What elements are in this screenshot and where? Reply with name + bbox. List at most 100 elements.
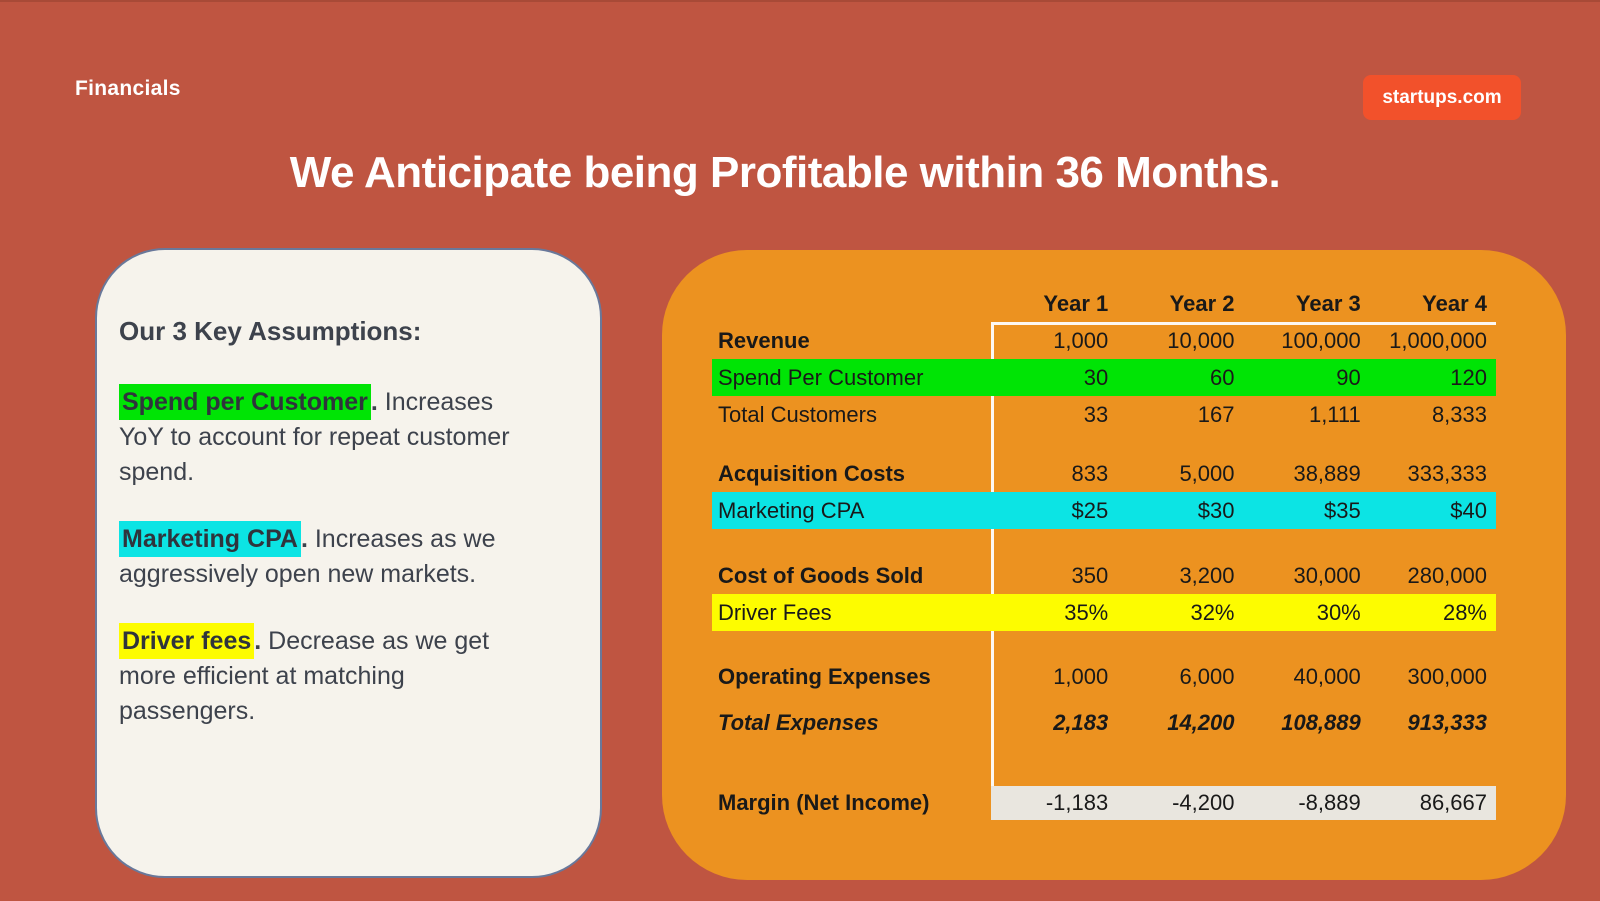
assumption-item: Marketing CPA. Increases as we aggressiv…	[119, 521, 513, 592]
cell-value: 40,000	[1293, 663, 1361, 689]
table-row: Marketing CPA $25 $30 $35 $40	[712, 492, 1496, 529]
cell-value: 5,000	[1179, 460, 1235, 486]
cell-value: 2,183	[1053, 709, 1109, 735]
cell-value: 913,333	[1407, 709, 1487, 735]
cell-value: 3,200	[1179, 562, 1235, 588]
cell-value: $40	[1450, 497, 1487, 523]
cell-value: 8,333	[1431, 401, 1487, 427]
cell-value: $25	[1071, 497, 1109, 523]
row-values: 35% 32% 30% 28%	[991, 594, 1496, 631]
cell-value: 100,000	[1281, 327, 1361, 353]
row-values: 2,183 14,200 108,889 913,333	[991, 704, 1496, 741]
cell-value: 10,000	[1167, 327, 1235, 353]
table-row-spacer	[712, 529, 1496, 557]
cell-value: 60	[1210, 364, 1235, 390]
assumption-item: Driver fees. Decrease as we get more eff…	[119, 623, 513, 729]
cell-value: 1,111	[1308, 401, 1361, 427]
cell-value: 167	[1197, 401, 1235, 427]
table-row: Acquisition Costs 833 5,000 38,889 333,333	[712, 455, 1496, 492]
cell-value: 120	[1450, 364, 1487, 390]
row-label: Revenue	[718, 327, 810, 353]
brand-badge-button[interactable]: startups.com	[1363, 75, 1521, 120]
table-row-spacer	[712, 433, 1496, 455]
table-row: Revenue 1,000 10,000 100,000 1,000,000	[712, 322, 1496, 359]
cell-value: 30	[1083, 364, 1109, 390]
row-values: $25 $30 $35 $40	[991, 492, 1496, 529]
row-values: 33 167 1,111 8,333	[991, 396, 1496, 433]
table-header-row: Year 1 Year 2 Year 3 Year 4	[712, 286, 1496, 322]
cell-value: -1,183	[1045, 790, 1109, 815]
assumption-punct: .	[370, 388, 378, 416]
table-header-columns: Year 1 Year 2 Year 3 Year 4	[991, 286, 1496, 322]
table-row: Driver Fees 35% 32% 30% 28%	[712, 594, 1496, 631]
table-row: Total Customers 33 167 1,111 8,333	[712, 396, 1496, 433]
assumption-desc: Decrease as we get more efficient at mat…	[119, 627, 490, 725]
table-row: Total Expenses 2,183 14,200 108,889 913,333	[712, 704, 1496, 741]
assumptions-list: Spend per Customer. Increases YoY to acc…	[119, 384, 574, 729]
cell-value: 28%	[1442, 599, 1487, 625]
row-label: Operating Expenses	[718, 663, 931, 689]
cell-value: 14,200	[1167, 709, 1235, 735]
row-label: Acquisition Costs	[718, 460, 906, 486]
assumption-term-highlight: Driver fees	[119, 623, 255, 659]
table-row: Operating Expenses 1,000 6,000 40,000 300,00…	[712, 658, 1496, 695]
cell-value: 38,889	[1293, 460, 1361, 486]
assumption-term-highlight: Spend per Customer	[119, 384, 371, 420]
row-values: 833 5,000 38,889 333,333	[991, 455, 1496, 492]
assumption-item: Spend per Customer. Increases YoY to acc…	[119, 384, 513, 490]
row-values: 1,000 6,000 40,000 300,000	[991, 658, 1496, 695]
table-row-spacer	[712, 741, 1496, 786]
cell-value: 35%	[1064, 599, 1109, 625]
year-column-header: Year 4	[1422, 291, 1487, 316]
cell-value: 33	[1083, 401, 1109, 427]
financial-table-card: Year 1 Year 2 Year 3 Year 4 Revenue 1,000 10,0…	[662, 250, 1566, 880]
cell-value: 333,333	[1407, 460, 1487, 486]
table-header-divider	[991, 322, 1496, 325]
table-row-spacer	[712, 631, 1496, 658]
top-accent-line	[0, 0, 1600, 2]
row-values: 1,000 10,000 100,000 1,000,000	[991, 322, 1496, 359]
financial-table: Year 1 Year 2 Year 3 Year 4 Revenue 1,000 10,0…	[712, 286, 1496, 820]
table-row: Cost of Goods Sold 350 3,200 30,000 280,000	[712, 557, 1496, 594]
cell-value: $30	[1197, 497, 1235, 523]
row-label: Spend Per Customer	[718, 364, 924, 390]
cell-value: 1,000	[1053, 327, 1109, 353]
cell-value: -8,889	[1298, 790, 1361, 815]
assumption-punct: .	[300, 525, 308, 553]
year-column-header: Year 3	[1295, 291, 1361, 316]
row-label: Driver Fees	[718, 599, 832, 625]
cell-value: 90	[1336, 364, 1361, 390]
cell-value: 1,000,000	[1389, 327, 1487, 353]
year-column-header: Year 2	[1169, 291, 1235, 316]
cell-value: $35	[1324, 497, 1361, 523]
table-row-spacer	[712, 695, 1496, 704]
cell-value: -4,200	[1172, 790, 1235, 815]
slide-title: We Anticipate being Profitable within 36…	[289, 148, 1281, 197]
assumption-desc: Increases YoY to account for repeat cust…	[119, 388, 510, 486]
assumption-term-highlight: Marketing CPA	[119, 521, 301, 557]
cell-value: 1,000	[1053, 663, 1109, 689]
assumption-desc: Increases as we aggressively open new ma…	[119, 525, 496, 588]
section-label: Financials	[75, 77, 181, 100]
cell-value: 833	[1071, 460, 1109, 486]
assumptions-card: Our 3 Key Assumptions: Spend per Custome…	[95, 248, 602, 878]
row-label: Total Expenses	[718, 709, 879, 735]
table-row: Spend Per Customer 30 60 90 120	[712, 359, 1496, 396]
row-values: -1,183 -4,200 -8,889 86,667	[991, 786, 1496, 820]
row-label: Cost of Goods Sold	[718, 562, 924, 588]
table-row: Margin (Net Income) -1,183 -4,200 -8,889 86,…	[712, 786, 1496, 820]
year-column-header: Year 1	[1043, 291, 1109, 316]
cell-value: 32%	[1190, 599, 1235, 625]
cell-value: 30%	[1316, 599, 1361, 625]
cell-value: 6,000	[1179, 663, 1235, 689]
row-label: Marketing CPA	[718, 497, 865, 523]
cell-value: 280,000	[1407, 562, 1487, 588]
row-values: 30 60 90 120	[991, 359, 1496, 396]
row-label: Total Customers	[718, 401, 877, 427]
assumption-punct: .	[254, 627, 262, 655]
table-column-divider	[991, 322, 994, 786]
row-values: 350 3,200 30,000 280,000	[991, 557, 1496, 594]
assumptions-heading: Our 3 Key Assumptions:	[119, 316, 422, 346]
cell-value: 300,000	[1407, 663, 1487, 689]
